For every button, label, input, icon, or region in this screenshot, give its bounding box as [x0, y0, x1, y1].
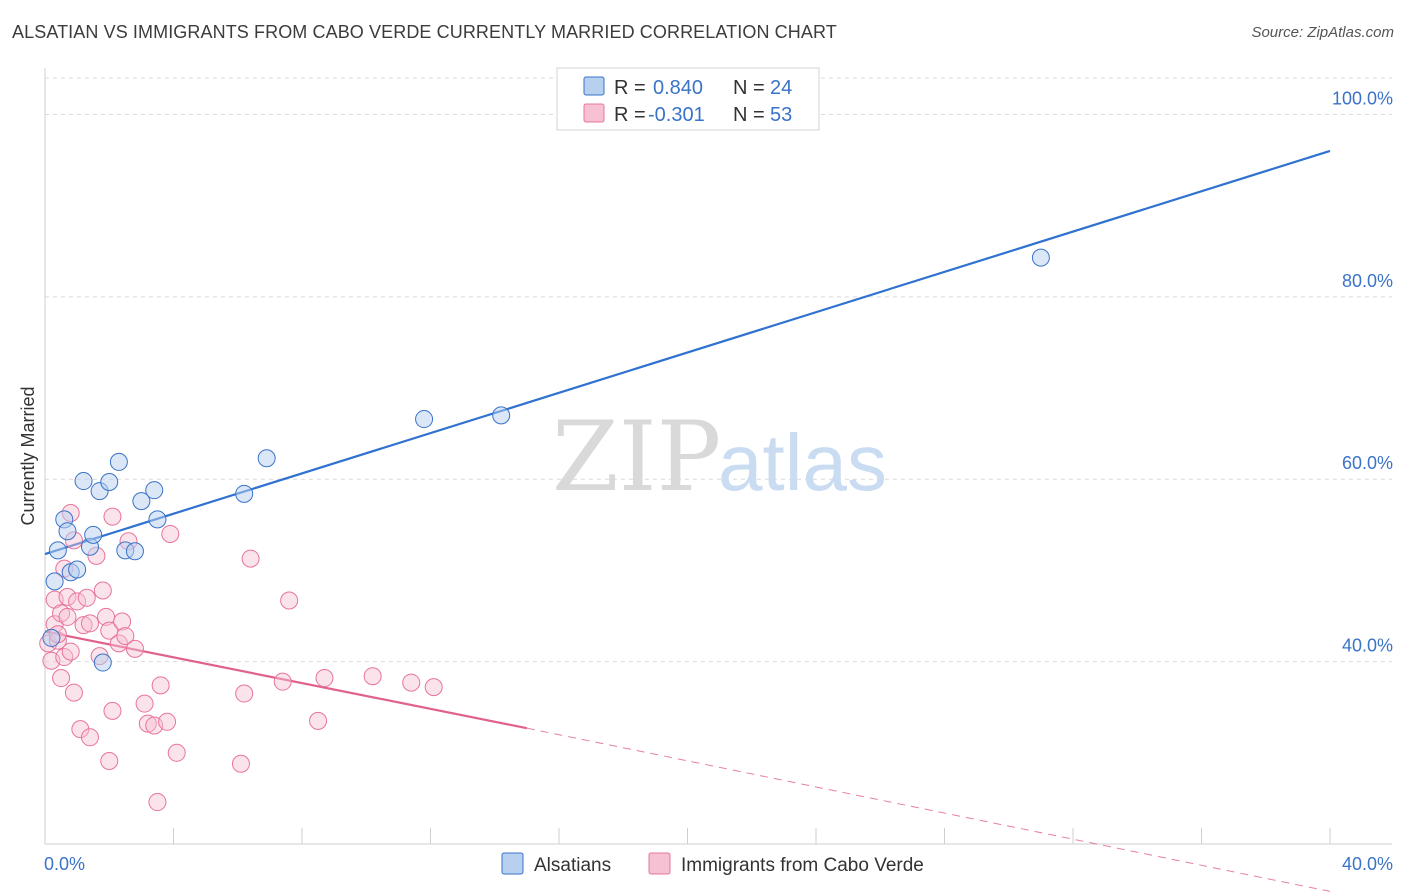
point-cabo-verde	[52, 669, 71, 688]
point-alsatian	[125, 542, 144, 561]
y-tick-label: 100.0%	[1332, 88, 1393, 108]
legend-n-label-1: N =	[733, 77, 765, 99]
point-cabo-verde	[151, 676, 170, 695]
bottom-legend-label-alsatians: Alsatians	[534, 855, 611, 876]
point-cabo-verde	[58, 587, 77, 606]
point-alsatian	[235, 484, 254, 503]
point-cabo-verde	[93, 581, 112, 600]
top-legend: R = 0.840 N = 24 R = -0.301 N = 53	[556, 67, 820, 131]
point-cabo-verde	[424, 678, 443, 697]
point-cabo-verde	[167, 743, 186, 762]
bottom-legend: Alsatians Immigrants from Cabo Verde	[501, 852, 924, 876]
point-cabo-verde	[148, 793, 167, 812]
grid-layer	[45, 77, 1392, 663]
point-cabo-verde	[138, 714, 157, 733]
point-cabo-verde	[68, 592, 87, 611]
bottom-legend-swatch-alsatians	[501, 852, 524, 875]
point-alsatian	[148, 510, 167, 529]
point-alsatian	[74, 472, 93, 491]
point-alsatian	[145, 481, 164, 500]
point-cabo-verde	[158, 712, 177, 731]
watermark-zip: ZIP	[552, 401, 721, 513]
point-cabo-verde	[77, 588, 96, 607]
point-alsatian	[1031, 248, 1050, 267]
legend-swatch-cabo-verde	[583, 103, 605, 123]
point-cabo-verde	[100, 621, 119, 640]
point-alsatian	[257, 449, 276, 468]
point-cabo-verde	[273, 672, 292, 691]
legend-n-value-2: 53	[770, 104, 792, 126]
legend-r-value-2: -0.301	[648, 104, 705, 126]
point-cabo-verde	[103, 507, 122, 526]
point-cabo-verde	[235, 684, 254, 703]
point-cabo-verde	[80, 614, 99, 633]
y-axis-label: Currently Married	[18, 386, 38, 525]
legend-r-value-1: 0.840	[653, 77, 703, 99]
point-cabo-verde	[135, 694, 154, 713]
point-cabo-verde	[402, 673, 421, 692]
point-alsatian	[42, 628, 61, 647]
axis-layer	[44, 68, 1392, 845]
trend-line-alsatians	[44, 149, 1331, 556]
point-cabo-verde	[103, 701, 122, 720]
legend-r-label-1: R =	[614, 77, 646, 99]
chart-title: ALSATIAN VS IMMIGRANTS FROM CABO VERDE C…	[12, 22, 837, 42]
point-alsatian	[492, 406, 511, 425]
legend-n-label-2: N =	[733, 104, 765, 126]
trend-line-cabo-verde	[44, 630, 528, 730]
point-cabo-verde	[309, 711, 328, 730]
point-alsatian	[45, 572, 64, 591]
legend-n-value-1: 24	[770, 77, 792, 99]
point-cabo-verde	[80, 728, 99, 747]
point-cabo-verde	[74, 616, 93, 635]
watermark-atlas: atlas	[718, 418, 887, 507]
bottom-legend-label-cabo-verde: Immigrants from Cabo Verde	[681, 855, 924, 876]
point-cabo-verde	[58, 607, 77, 626]
point-cabo-verde	[280, 591, 299, 610]
legend-swatch-alsatians	[583, 76, 605, 96]
trend-line-cabo-verde-extension	[526, 727, 1331, 892]
point-cabo-verde	[100, 752, 119, 771]
point-cabo-verde	[113, 612, 132, 631]
point-alsatian	[48, 541, 67, 560]
points-layer	[39, 248, 1050, 812]
point-cabo-verde	[161, 524, 180, 543]
trend-layer	[44, 149, 1331, 892]
y-tick-label: 80.0%	[1342, 271, 1393, 291]
bottom-legend-swatch-cabo-verde	[648, 852, 671, 875]
tick-layer: 40.0% 60.0% 80.0% 100.0% 0.0% 40.0%	[44, 88, 1393, 874]
point-cabo-verde	[61, 642, 80, 661]
point-alsatian	[58, 522, 77, 541]
point-cabo-verde	[231, 754, 250, 773]
point-alsatian	[415, 410, 434, 429]
point-cabo-verde	[116, 627, 135, 646]
y-tick-label: 60.0%	[1342, 453, 1393, 473]
y-tick-label: 40.0%	[1342, 636, 1393, 656]
watermark: ZIP atlas	[552, 401, 887, 513]
point-alsatian	[84, 525, 103, 544]
point-alsatian	[132, 492, 151, 511]
point-cabo-verde	[64, 683, 83, 702]
point-cabo-verde	[363, 667, 382, 686]
source-credit: Source: ZipAtlas.com	[1251, 24, 1394, 41]
point-cabo-verde	[109, 634, 128, 653]
point-cabo-verde	[241, 549, 260, 568]
legend-r-label-2: R =	[614, 104, 646, 126]
point-alsatian	[109, 452, 128, 471]
x-tick-label: 0.0%	[44, 854, 85, 874]
point-alsatian	[100, 472, 119, 491]
point-alsatian	[68, 560, 87, 579]
x-tick-label: 40.0%	[1342, 854, 1393, 874]
point-alsatian	[93, 653, 112, 672]
point-cabo-verde	[125, 639, 144, 658]
point-cabo-verde	[315, 669, 334, 688]
